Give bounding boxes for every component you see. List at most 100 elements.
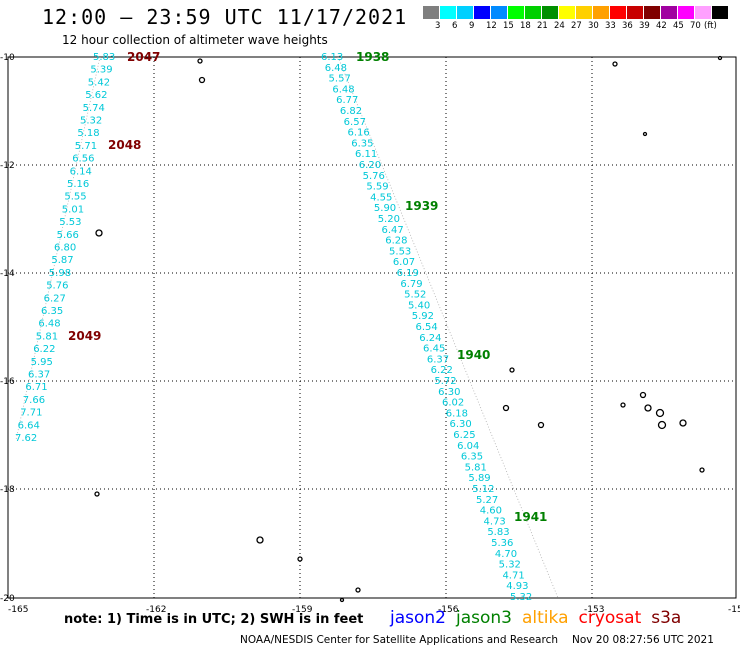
lon-tick-label: -156 <box>438 605 459 615</box>
satellite-legend: jason2 jason3 altika cryosat s3a <box>390 608 691 628</box>
color-scale-labels: 3 6 9 12 15 18 21 24 27 30 33 36 39 42 45 70 (ft) <box>423 21 733 33</box>
wave-height-value: 6.16 <box>347 128 369 139</box>
lat-tick-label: -14 <box>0 269 15 279</box>
legend-swatch <box>508 6 525 19</box>
wave-height-value: 5.55 <box>64 192 86 203</box>
pass-number-label: 1940 <box>457 348 490 362</box>
wave-height-value: 6.80 <box>54 243 76 254</box>
wave-height-value: 5.81 <box>465 462 487 473</box>
wave-height-value: 5.83 <box>487 527 509 538</box>
island-outline <box>644 404 652 412</box>
wave-height-value: 5.53 <box>59 217 81 228</box>
legend-swatch <box>712 6 729 19</box>
wave-height-value: 5.32 <box>499 560 521 571</box>
legend-label: 12 <box>486 21 497 31</box>
legend-label: 15 <box>503 21 514 31</box>
wave-height-value: 6.27 <box>44 293 66 304</box>
legend-label: 9 <box>469 21 475 31</box>
wave-height-value: 6.30 <box>438 387 460 398</box>
wave-height-value: 5.98 <box>49 268 71 279</box>
island-outline <box>642 131 648 137</box>
wave-height-value: 5.12 <box>472 484 494 495</box>
pass-number-label: 1941 <box>514 510 547 524</box>
legend-label: 33 <box>605 21 616 31</box>
wave-height-value: 5.74 <box>83 103 105 114</box>
wave-height-value: 5.62 <box>85 90 107 101</box>
legend-label: 36 <box>622 21 633 31</box>
island-outline <box>355 587 361 593</box>
pass-number-label: 1939 <box>405 199 438 213</box>
island-outline <box>699 467 705 473</box>
island-outline <box>509 367 515 373</box>
pass-number-label: 2047 <box>127 50 160 64</box>
legend-swatch <box>576 6 593 19</box>
legend-swatch <box>525 6 542 19</box>
wave-height-value: 5.66 <box>57 230 79 241</box>
legend-swatch <box>457 6 474 19</box>
island-outline <box>256 536 264 544</box>
satellite-cryosat: cryosat <box>578 608 642 628</box>
lon-tick-label: -165 <box>8 605 28 615</box>
wave-height-value: 5.39 <box>90 65 112 76</box>
wave-height-value: 5.95 <box>31 357 53 368</box>
lon-tick-label: -15 <box>728 605 740 615</box>
satellite-altika: altika <box>522 608 569 628</box>
jason3-ground-track <box>337 56 559 599</box>
island-outline <box>537 421 545 429</box>
wave-height-value: 7.66 <box>23 395 45 406</box>
pass-number-label: 2048 <box>108 138 141 152</box>
satellite-s3a: s3a <box>651 608 682 628</box>
wave-height-value: 6.25 <box>453 430 475 441</box>
wave-height-value: 6.35 <box>351 138 373 149</box>
lon-tick-label: -162 <box>146 605 166 615</box>
wave-height-value: 6.22 <box>33 344 55 355</box>
wave-height-value: 4.70 <box>495 549 517 560</box>
island-outline <box>502 404 510 412</box>
legend-swatch <box>491 6 508 19</box>
wave-height-value: 6.54 <box>416 322 438 333</box>
legend-label: 18 <box>520 21 531 31</box>
legend-swatch <box>593 6 610 19</box>
legend-swatch <box>644 6 661 19</box>
wave-height-value: 6.64 <box>18 420 40 431</box>
credit-line: NOAA/NESDIS Center for Satellite Applica… <box>240 634 714 646</box>
lat-tick-label: -12 <box>0 161 15 171</box>
lon-tick-label: -153 <box>584 605 604 615</box>
wave-height-value: 6.37 <box>427 354 449 365</box>
pass-number-label: 1938 <box>356 50 389 64</box>
wave-height-value: 5.18 <box>77 128 99 139</box>
legend-label: 21 <box>537 21 548 31</box>
wave-height-value: 4.71 <box>502 570 524 581</box>
wave-height-value: 5.90 <box>374 203 396 214</box>
wave-height-value: 6.20 <box>359 160 381 171</box>
wave-height-value: 6.28 <box>385 236 407 247</box>
legend-swatch <box>423 6 440 19</box>
wave-height-value: 6.45 <box>423 344 445 355</box>
legend-swatch <box>627 6 644 19</box>
wave-height-value: 5.87 <box>51 255 73 266</box>
wave-height-value: 5.76 <box>46 281 68 292</box>
island-outline <box>297 556 303 562</box>
lat-tick-label: -16 <box>0 377 15 387</box>
wave-height-value: 5.27 <box>476 495 498 506</box>
wave-height-value: 5.81 <box>36 331 58 342</box>
satellite-jason3: jason3 <box>456 608 512 628</box>
island-outline <box>679 419 687 427</box>
legend-swatch <box>474 6 491 19</box>
wave-height-value: 6.02 <box>442 398 464 409</box>
wave-height-value: 6.56 <box>72 154 94 165</box>
island-outline <box>717 55 723 61</box>
wave-height-value: 6.71 <box>25 382 47 393</box>
legend-label: 45 <box>673 21 684 31</box>
wave-height-value: 5.40 <box>408 300 430 311</box>
legend-swatch <box>542 6 559 19</box>
wave-height-value: 5.32 <box>80 116 102 127</box>
wave-height-value: 4.93 <box>506 581 528 592</box>
wave-height-value: 5.32 <box>510 592 532 603</box>
pass-number-label: 2049 <box>68 329 101 343</box>
wave-height-value: 5.89 <box>468 473 490 484</box>
wave-height-value: 5.71 <box>75 141 97 152</box>
wave-height-value: 6.18 <box>446 408 468 419</box>
wave-height-value: 5.76 <box>363 171 385 182</box>
